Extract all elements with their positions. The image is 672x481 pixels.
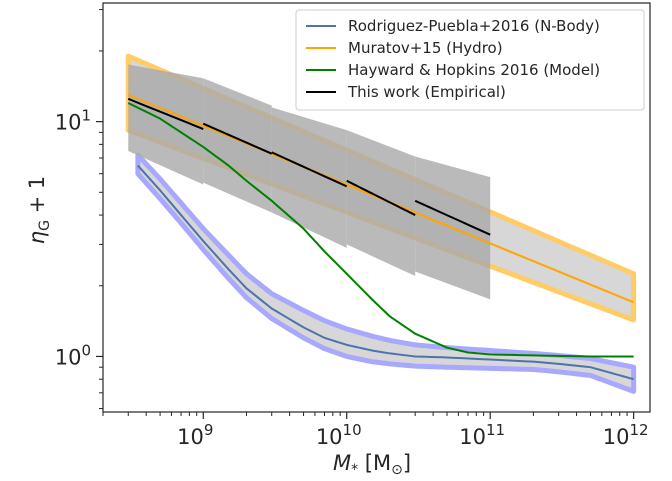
this-work-line-4 — [346, 179, 416, 216]
y-axis-label: ηG + 1 — [25, 176, 53, 244]
x-tick-label-base: 10 — [459, 425, 486, 449]
this-work-line-3 — [271, 151, 348, 188]
x-tick-label: 1012 — [603, 421, 649, 449]
x-tick-label-base: 10 — [603, 425, 630, 449]
y-tick-label-base: 10 — [55, 111, 82, 135]
y-tick-label-base: 10 — [55, 345, 82, 369]
x-tick-label: 1011 — [459, 421, 505, 449]
this-work-band-3 — [271, 107, 347, 248]
x-axis-label-symbol: M — [333, 451, 351, 475]
x-tick-label-base: 10 — [177, 425, 204, 449]
x-axis-label-unit-subscript: ⊙ — [391, 462, 403, 478]
this-work-line-2 — [202, 122, 273, 155]
x-axis-label-unit-close: ] — [403, 451, 411, 475]
x-tick-label-base: 10 — [316, 425, 343, 449]
hayward-hopkins-line — [127, 102, 634, 358]
y-axis-label-subscript: G — [37, 220, 53, 231]
y-axis-label-suffix: + 1 — [25, 176, 49, 220]
y-tick-label: 101 — [55, 107, 91, 135]
x-tick-label-exponent: 9 — [204, 421, 214, 439]
y-axis-label-symbol: η — [25, 231, 49, 244]
rodriguez-puebla-line — [137, 164, 634, 381]
legend-label: This work (Empirical) — [347, 83, 506, 101]
legend-label: Rodriguez-Puebla+2016 (N-Body) — [348, 17, 600, 35]
x-tick-label-exponent: 12 — [629, 421, 648, 439]
y-tick-label-exponent: 1 — [81, 107, 91, 125]
x-tick-label: 109 — [177, 421, 213, 449]
y-tick-label-exponent: 0 — [81, 341, 91, 359]
legend: Rodriguez-Puebla+2016 (N-Body) Muratov+15… — [295, 9, 645, 111]
this-work-band-4 — [346, 130, 416, 277]
x-axis-label: M* [M⊙] — [333, 451, 411, 478]
x-axis-label-subscript: * — [351, 462, 358, 478]
this-work-line-5 — [414, 199, 491, 236]
this-work-line-1 — [127, 97, 204, 130]
this-work-band-1 — [128, 64, 204, 185]
x-axis-label-unit: [M — [358, 451, 391, 475]
rodriguez-puebla-band — [135, 152, 637, 394]
x-tick-label-exponent: 11 — [486, 421, 505, 439]
y-tick-label: 100 — [55, 341, 91, 369]
series-line-layer — [127, 93, 635, 381]
this-work-band-2 — [203, 78, 272, 213]
band-layer — [125, 53, 637, 394]
legend-box — [295, 9, 645, 111]
legend-label: Hayward & Hopkins 2016 (Model) — [348, 61, 600, 79]
x-tick-label-exponent: 10 — [343, 421, 362, 439]
x-tick-label: 1010 — [316, 421, 362, 449]
plot-frame — [102, 2, 651, 413]
legend-label: Muratov+15 (Hydro) — [348, 39, 503, 57]
